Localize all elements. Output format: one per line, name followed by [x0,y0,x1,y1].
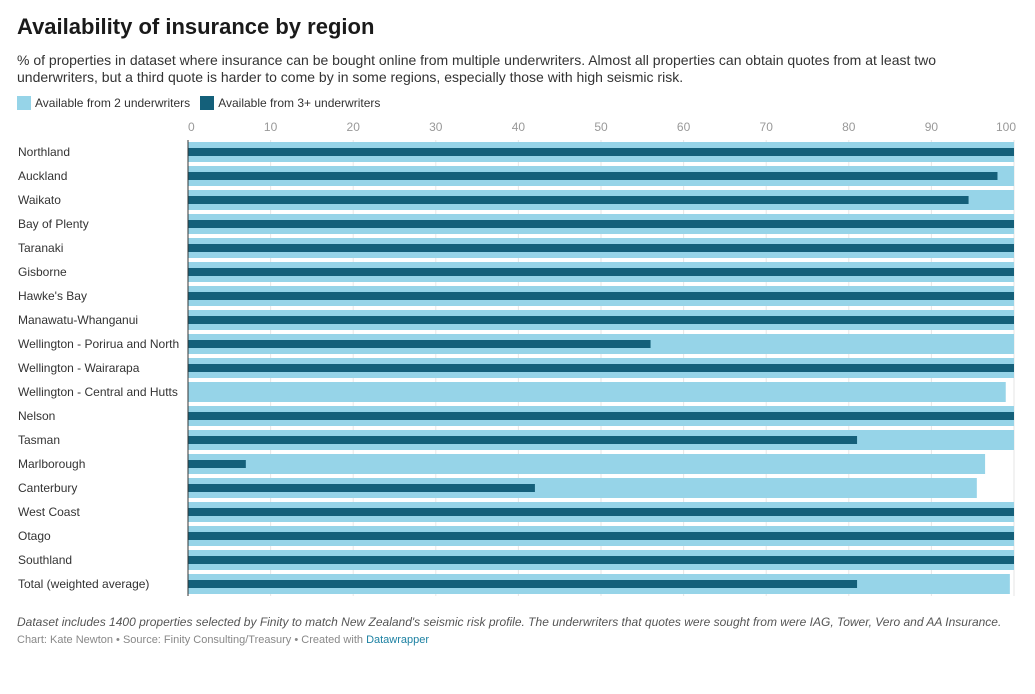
category-label: Auckland [18,169,67,183]
category-label: Otago [18,529,51,543]
x-tick-label: 40 [512,120,526,134]
category-label: Canterbury [18,481,77,495]
bar-three-plus-underwriters [188,364,1014,372]
x-tick-label: 70 [760,120,774,134]
bar-three-plus-underwriters [188,220,1014,228]
bar-three-plus-underwriters [188,316,1014,324]
chart-subtitle: % of properties in dataset where insuran… [17,52,937,85]
category-label: Waikato [18,193,61,207]
bar-two-underwriters [188,382,1006,402]
bar-three-plus-underwriters [188,412,1014,420]
category-label: Nelson [18,409,55,423]
category-label: Gisborne [18,265,67,279]
bar-three-plus-underwriters [188,460,246,468]
datawrapper-link[interactable]: Datawrapper [366,634,430,646]
category-label: Wellington - Porirua and North [18,337,179,351]
chart-byline: Chart: Kate Newton • Source: Finity Cons… [17,634,429,646]
legend: Available from 2 underwriters Available … [17,96,390,110]
category-label: Wellington - Central and Hutts [18,385,178,399]
bar-three-plus-underwriters [188,268,1014,276]
bar-three-plus-underwriters [188,292,1014,300]
x-tick-label: 0 [188,120,195,134]
bar-three-plus-underwriters [188,172,998,180]
legend-label-three-plus-underwriters: Available from 3+ underwriters [218,96,381,110]
x-tick-label: 90 [925,120,939,134]
bar-three-plus-underwriters [188,508,1014,516]
bar-chart: 0 10 20 30 40 50 60 70 80 90 100 Northland Auckland W… [18,120,1016,596]
category-label: Taranaki [18,241,63,255]
bar-three-plus-underwriters [188,196,969,204]
x-tick-label: 80 [842,120,856,134]
bar-three-plus-underwriters [188,532,1014,540]
category-label: Bay of Plenty [18,217,89,231]
category-label: Northland [18,145,70,159]
x-tick-label: 10 [264,120,278,134]
legend-swatch-two-underwriters [17,96,31,110]
legend-swatch-three-plus-underwriters [200,96,215,110]
x-tick-label: 60 [677,120,691,134]
bar-three-plus-underwriters [188,556,1014,564]
category-label: Southland [18,553,72,567]
category-label: Total (weighted average) [18,577,149,591]
chart-notes: Dataset includes 1400 properties selecte… [17,615,1002,629]
legend-label-two-underwriters: Available from 2 underwriters [35,96,191,110]
x-tick-label: 100 [996,120,1016,134]
bar-three-plus-underwriters [188,580,858,588]
category-label: Marlborough [18,457,85,471]
x-tick-label: 20 [347,120,361,134]
category-label: West Coast [18,505,80,519]
bar-three-plus-underwriters [188,340,651,348]
legend-item-two-underwriters: Available from 2 underwriters [17,96,190,110]
x-tick-label: 30 [429,120,443,134]
legend-item-three-plus-underwriters: Available from 3+ underwriters [200,96,380,110]
x-tick-label: 50 [594,120,608,134]
bar-three-plus-underwriters [188,244,1014,252]
category-label: Tasman [18,433,60,447]
bar-three-plus-underwriters [188,436,858,444]
byline-text: Chart: Kate Newton • Source: Finity Cons… [17,634,367,646]
category-label: Manawatu-Whanganui [18,313,138,327]
chart-title: Availability of insurance by region [17,14,375,39]
bar-two-underwriters [188,478,977,498]
bar-three-plus-underwriters [188,484,535,492]
category-label: Hawke's Bay [18,289,87,303]
category-label: Wellington - Wairarapa [18,361,140,375]
bar-three-plus-underwriters [188,148,1014,156]
bar-two-underwriters [188,454,986,474]
